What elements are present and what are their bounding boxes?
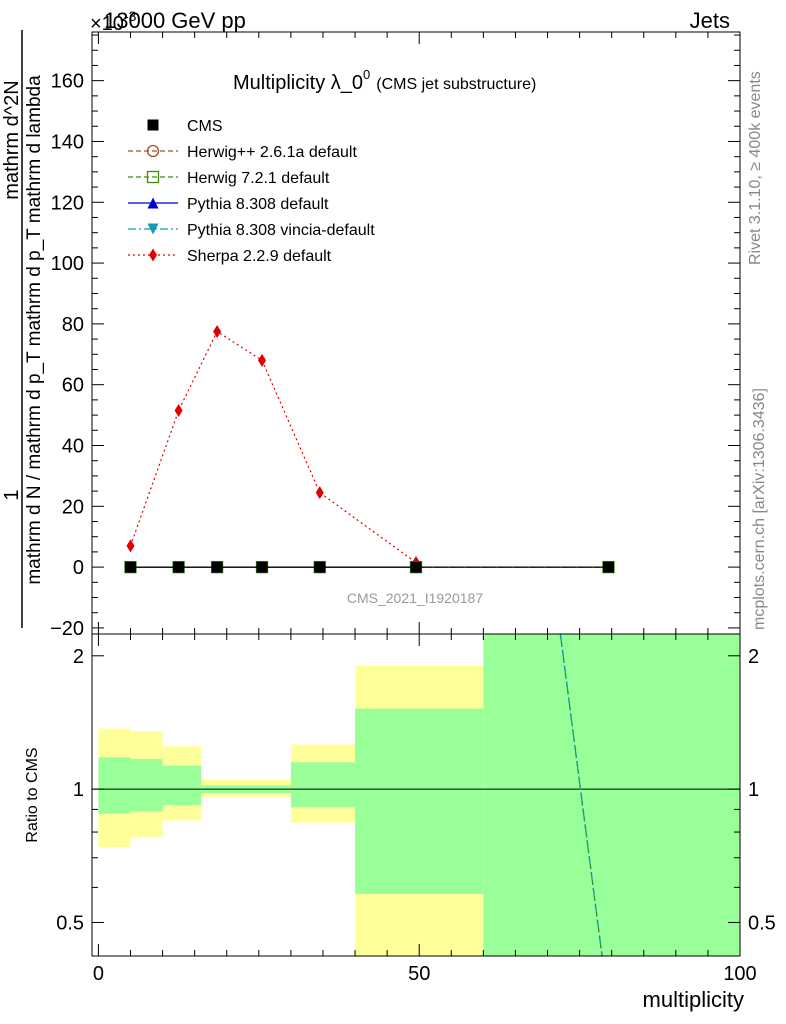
ratio-frame <box>91 633 741 957</box>
ratio-y-label: Ratio to CMS <box>24 747 41 842</box>
y-tick-label: 160 <box>51 71 84 93</box>
y-tick-label: 80 <box>62 314 84 336</box>
watermark: CMS_2021_I1920187 <box>347 590 483 606</box>
ratio-y-tick-label-right: 2 <box>748 646 759 668</box>
data-point <box>213 324 222 338</box>
ratio-bands <box>98 634 740 956</box>
ratio-ticks: 0.5 0.5 1 1 2 2 0 50 100 <box>56 634 776 985</box>
ratio-series-line <box>559 633 603 957</box>
legend-marker <box>149 248 157 262</box>
x-axis-label: multiplicity <box>643 987 744 1012</box>
legend-label: Herwig 7.2.1 default <box>187 170 330 187</box>
ratio-panel: 0.5 0.5 1 1 2 2 0 50 100 Ratio to CMS multiplici… <box>24 633 776 1012</box>
data-point <box>410 561 422 573</box>
legend-marker <box>146 144 160 158</box>
legend-label: Pythia 8.308 default <box>187 196 329 213</box>
y-tick-label: 20 <box>62 496 84 518</box>
data-point <box>126 539 135 553</box>
legend-marker <box>147 197 159 209</box>
y-tick-label: 60 <box>62 375 84 397</box>
main-series-group <box>124 324 615 574</box>
data-point <box>211 561 223 573</box>
uncertainty-band-inner <box>162 765 202 806</box>
x-tick-label: 0 <box>93 963 104 985</box>
chart-title: Multiplicity λ_00(CMS jet substructure) <box>233 67 536 94</box>
x-tick-label: 100 <box>723 963 756 985</box>
data-point <box>602 561 614 573</box>
y-tick-label: 120 <box>51 192 84 214</box>
ratio-y-tick-label-right: 1 <box>748 779 759 801</box>
uncertainty-band-inner <box>355 708 484 894</box>
legend-marker <box>146 170 160 184</box>
uncertainty-band-inner <box>98 757 131 814</box>
y-label-numerator-frac: 1 <box>1 489 23 500</box>
data-point <box>124 561 136 573</box>
uncertainty-band-inner <box>290 762 356 808</box>
y-axis-label: 1 mathrm d^2N mathrm d N / mathrm d p_T … <box>1 30 45 628</box>
ratio-y-tick-label: 1 <box>73 779 84 801</box>
uncertainty-band-inner <box>130 758 163 812</box>
data-point <box>315 486 324 500</box>
legend-label: Herwig++ 2.6.1a default <box>187 144 357 161</box>
x-tick-label: 50 <box>408 963 430 985</box>
uncertainty-band-inner <box>483 634 740 956</box>
y-label-numerator: mathrm d^2N <box>1 80 23 199</box>
ratio-y-tick-label-right: 0.5 <box>748 912 776 934</box>
rivet-label: Rivet 3.1.10, ≥ 400k events <box>747 71 764 265</box>
main-panel: −20 0 20 40 60 80 100 120 140 160 Multiplicity λ_… <box>1 30 741 640</box>
legend-label: Pythia 8.308 vincia-default <box>187 222 375 239</box>
y-tick-label: 140 <box>51 131 84 153</box>
data-point <box>314 561 326 573</box>
exponent-label: ×10-3 <box>90 8 137 35</box>
y-tick-label: 0 <box>73 557 84 579</box>
legend-marker <box>147 119 159 131</box>
energy-label: 13000 GeV pp <box>104 8 246 33</box>
ratio-y-tick-label: 2 <box>73 646 84 668</box>
data-point <box>174 404 183 418</box>
main-ticks: −20 0 20 40 60 80 100 120 140 160 <box>50 32 741 640</box>
legend: CMS Herwig++ 2.6.1a default Herwig 7.2.1 d… <box>128 118 375 265</box>
y-tick-label: −20 <box>50 618 84 640</box>
series-line <box>129 330 417 564</box>
legend-label: Sherpa 2.2.9 default <box>187 248 332 265</box>
ratio-series-group <box>559 633 603 957</box>
y-label-denominator: mathrm d N / mathrm d p_T mathrm d p_T m… <box>24 75 45 585</box>
y-tick-label: 40 <box>62 435 84 457</box>
ratio-y-tick-label: 0.5 <box>56 912 84 934</box>
data-point <box>258 353 267 367</box>
category-label: Jets <box>690 8 730 33</box>
y-tick-label: 100 <box>51 253 84 275</box>
mcplots-label: mcplots.cern.ch [arXiv:1306.3436] <box>751 388 768 630</box>
legend-marker <box>147 223 159 235</box>
data-point <box>173 561 185 573</box>
legend-label: CMS <box>187 118 223 135</box>
data-point <box>256 561 268 573</box>
